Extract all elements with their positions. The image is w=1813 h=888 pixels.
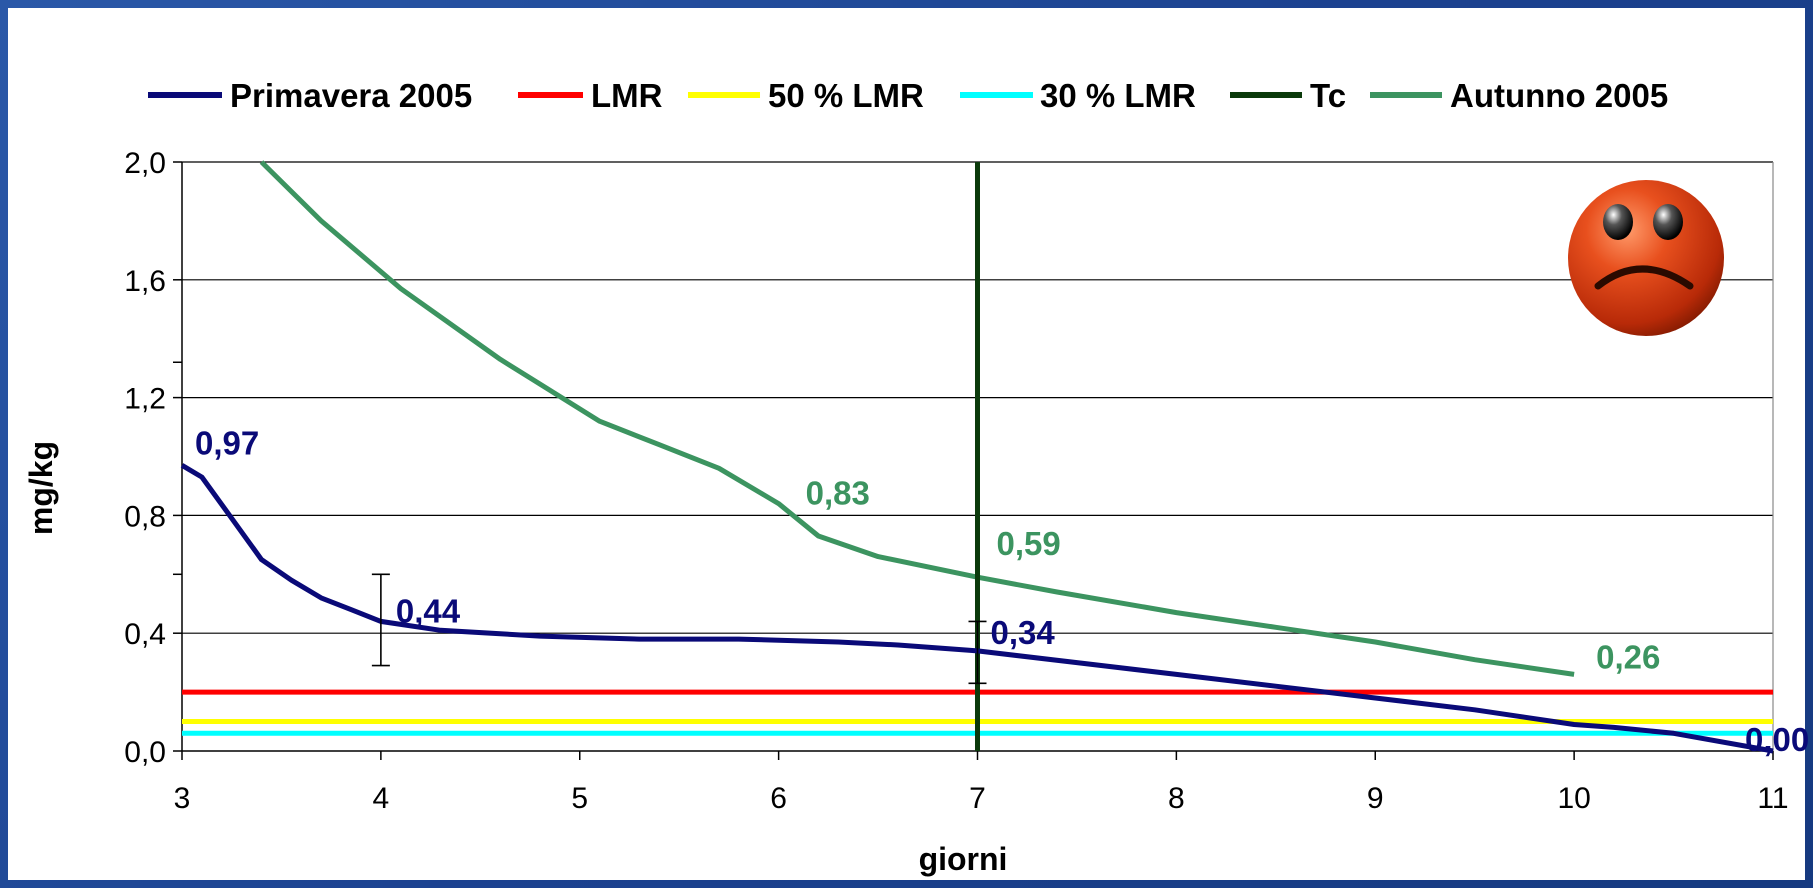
data-label: 0,34 bbox=[991, 614, 1056, 651]
legend-item: 30 % LMR bbox=[960, 77, 1196, 114]
x-tick-label: 3 bbox=[174, 782, 191, 815]
legend-label: Autunno 2005 bbox=[1450, 77, 1668, 114]
series-line-primavera-2005 bbox=[180, 463, 1774, 754]
legend: Primavera 2005 LMR 50 % LMR 30 % LMR Tc Autun… bbox=[148, 77, 1668, 114]
x-tick-label: 4 bbox=[373, 782, 390, 815]
x-axis-title: giorni bbox=[919, 841, 1008, 877]
data-label: 0,97 bbox=[195, 424, 259, 461]
legend-item: Tc bbox=[1230, 77, 1346, 114]
x-tick-label: 6 bbox=[770, 782, 787, 815]
x-tick-label: 9 bbox=[1367, 782, 1384, 815]
x-tick-label: 5 bbox=[571, 782, 588, 815]
legend-item: Autunno 2005 bbox=[1370, 77, 1668, 114]
x-tick-label: 7 bbox=[969, 782, 986, 815]
axis-titles: giorni mg/kg bbox=[23, 441, 1007, 877]
data-label: 0,83 bbox=[806, 475, 870, 512]
data-labels: 0,97 0,44 0,34 0,00 0,83 0,59 0,26 bbox=[195, 424, 1809, 758]
data-label: 0,59 bbox=[997, 525, 1061, 562]
series-line-autunno-2005 bbox=[259, 160, 1575, 677]
legend-item: 50 % LMR bbox=[688, 77, 924, 114]
y-tick-label: 0,0 bbox=[124, 736, 166, 769]
y-tick-label: 2,0 bbox=[124, 147, 166, 180]
legend-label: LMR bbox=[591, 77, 663, 114]
data-label: 0,00 bbox=[1745, 721, 1809, 758]
data-label: 0,26 bbox=[1596, 638, 1660, 675]
data-label: 0,44 bbox=[396, 592, 461, 629]
y-tick-label: 0,8 bbox=[124, 500, 166, 533]
legend-label: 50 % LMR bbox=[768, 77, 924, 114]
y-tick-label: 0,4 bbox=[124, 618, 166, 651]
series-layer bbox=[180, 160, 1774, 754]
legend-label: Primavera 2005 bbox=[230, 77, 472, 114]
axes: 0,0 0,4 0,8 1,2 1,6 2,0 3 4 5 6 7 8 9 10 11 bbox=[124, 147, 1788, 815]
x-tick-label: 8 bbox=[1168, 782, 1185, 815]
legend-item: Primavera 2005 bbox=[148, 77, 472, 114]
y-axis-title: mg/kg bbox=[23, 441, 59, 535]
legend-item: LMR bbox=[518, 77, 663, 114]
y-tick-label: 1,6 bbox=[124, 265, 166, 298]
legend-label: 30 % LMR bbox=[1040, 77, 1196, 114]
legend-label: Tc bbox=[1310, 77, 1346, 114]
x-tick-label: 11 bbox=[1757, 782, 1788, 815]
x-tick-label: 10 bbox=[1557, 782, 1590, 815]
y-tick-label: 1,2 bbox=[124, 383, 166, 416]
sad-face-icon bbox=[1568, 180, 1724, 336]
